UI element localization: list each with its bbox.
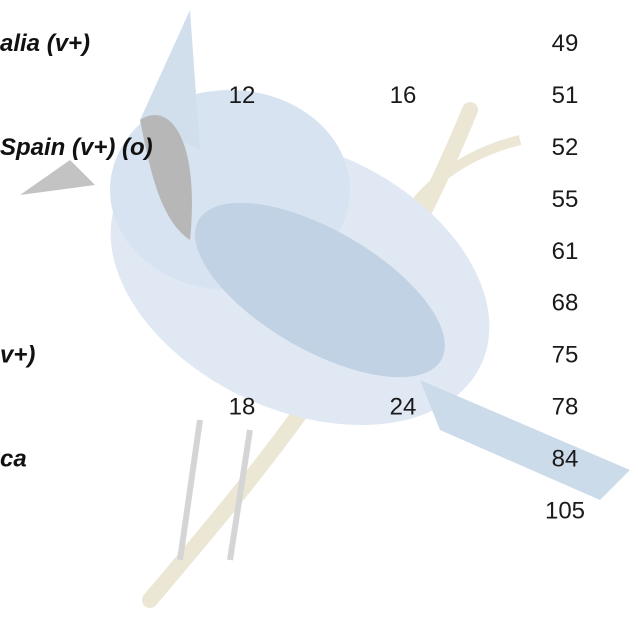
cell-value: 52: [552, 134, 579, 161]
page: 47 alia (v+) 49 12 16 51 Spain (v+) (o) 52 55 61 6…: [0, 0, 638, 627]
cell-value: 24: [390, 394, 417, 421]
cell-value: 16: [390, 82, 417, 109]
cell-value: 75: [552, 342, 579, 369]
row-label: Spain (v+) (o): [0, 134, 153, 161]
bird-background: [20, 10, 630, 600]
cell-value: 51: [552, 82, 579, 109]
cell-value: 78: [552, 394, 579, 421]
table-view: 47 alia (v+) 49 12 16 51 Spain (v+) (o) 52 55 61 6…: [0, 0, 638, 627]
row-label: ca: [0, 445, 27, 472]
cell-value: 68: [552, 290, 579, 317]
cell-value: 12: [229, 82, 256, 109]
cell-value: 55: [552, 186, 579, 213]
cell-value: 47: [552, 0, 579, 5]
cell-value: 84: [552, 445, 579, 472]
row-label: alia (v+): [0, 30, 90, 57]
cell-value: 105: [545, 497, 585, 524]
cell-value: 61: [552, 238, 579, 265]
row-label: v+): [0, 342, 35, 369]
cell-value: 49: [552, 30, 579, 57]
cell-value: 18: [229, 394, 256, 421]
